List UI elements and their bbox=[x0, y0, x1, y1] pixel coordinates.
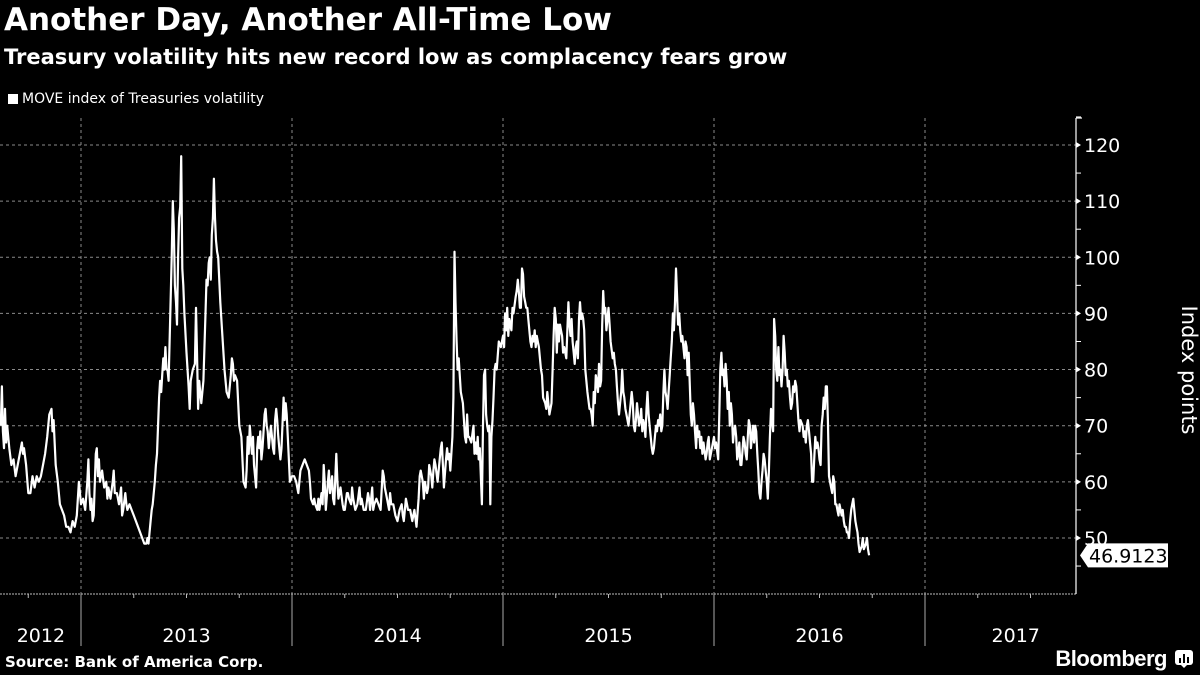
chart-title: Another Day, Another All-Time Low bbox=[4, 2, 612, 38]
y-axis-label: Index points bbox=[1177, 306, 1200, 435]
x-tick-label: 2017 bbox=[992, 625, 1040, 647]
y-tick-marker bbox=[1076, 142, 1081, 148]
x-tick-label: 2015 bbox=[584, 625, 632, 647]
y-tick-label: 90 bbox=[1084, 303, 1108, 325]
series-line-move-index bbox=[0, 155, 871, 556]
y-tick-marker bbox=[1076, 198, 1081, 205]
last-value-badge bbox=[1080, 543, 1168, 568]
y-tick-label: 80 bbox=[1084, 360, 1108, 382]
x-tick-label: 2013 bbox=[162, 625, 210, 647]
y-tick-label: 110 bbox=[1084, 191, 1120, 213]
last-value-label: 46.9123 bbox=[1080, 543, 1168, 568]
y-tick-marker bbox=[1076, 478, 1081, 485]
y-tick-label: 120 bbox=[1084, 135, 1120, 157]
bloomberg-chart-bubble-icon bbox=[1175, 650, 1193, 668]
x-tick-label: 2016 bbox=[795, 625, 843, 647]
x-axis: 2012 2013 2014 2015 2016 2017 bbox=[0, 593, 1076, 647]
y-tick-marker bbox=[1076, 254, 1081, 261]
brand-logo: Bloomberg bbox=[1055, 646, 1167, 671]
chart-subtitle: Treasury volatility hits new record low … bbox=[4, 45, 788, 69]
square-swatch-icon bbox=[8, 94, 18, 104]
gridlines bbox=[0, 118, 1076, 594]
y-tick-marker bbox=[1076, 310, 1081, 317]
source-note: Source: Bank of America Corp. bbox=[5, 653, 264, 671]
legend-label: MOVE index of Treasuries volatility bbox=[22, 91, 264, 107]
y-tick-marker bbox=[1076, 422, 1081, 429]
y-tick-marker bbox=[1076, 366, 1081, 373]
y-tick-marker bbox=[1076, 534, 1081, 541]
y-tick-label: 60 bbox=[1084, 472, 1108, 494]
x-tick-label: 2012 bbox=[17, 625, 65, 647]
legend: MOVE index of Treasuries volatility bbox=[8, 91, 264, 107]
y-tick-label: 100 bbox=[1084, 247, 1120, 269]
x-tick-label: 2014 bbox=[373, 625, 421, 647]
y-tick-label: 70 bbox=[1084, 416, 1108, 438]
last-value-text: 46.9123 bbox=[1089, 545, 1168, 567]
